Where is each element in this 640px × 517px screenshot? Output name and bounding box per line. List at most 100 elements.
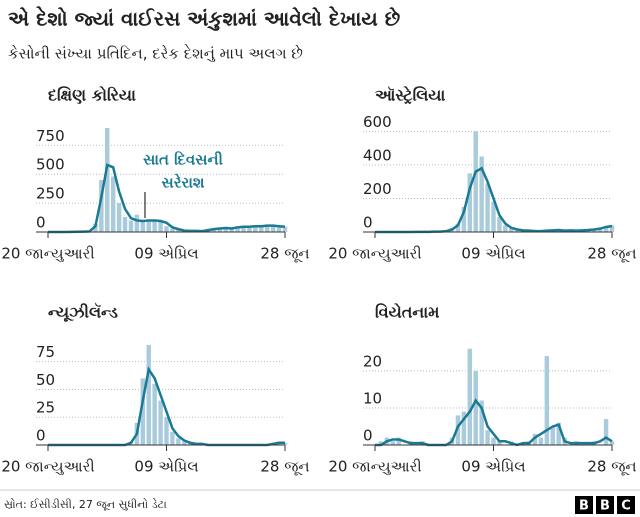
bar — [509, 228, 514, 232]
x-tick-label: 28 જૂન — [260, 245, 309, 263]
bar — [170, 228, 175, 232]
y-tick-label: 750 — [36, 127, 65, 145]
x-tick-label: 28 જૂન — [260, 458, 309, 476]
bar — [176, 438, 181, 445]
bar — [473, 370, 478, 445]
x-tick-label: 09 એપ્રિલ — [461, 245, 525, 263]
y-tick-label: 0 — [363, 214, 373, 232]
bar — [609, 225, 615, 232]
y-tick-label: 600 — [363, 113, 392, 131]
y-tick-label: 0 — [36, 214, 46, 232]
bar — [282, 226, 288, 232]
bar — [485, 430, 490, 445]
bar — [491, 201, 496, 232]
annotation: સાત દિવસની — [143, 151, 223, 169]
y-tick-label: 75 — [36, 343, 55, 361]
bar — [461, 411, 467, 445]
panel-title: ઑસ્ટ્રેલિયા — [375, 84, 445, 105]
bar — [176, 229, 181, 232]
bar — [152, 383, 157, 445]
bar — [609, 441, 615, 445]
bar — [503, 225, 508, 232]
average-line — [48, 163, 286, 234]
y-tick-label: 20 — [363, 352, 382, 370]
bar — [603, 226, 609, 232]
x-tick-label: 20 જાન્યુઆરી — [1, 245, 94, 263]
bar — [479, 156, 484, 232]
bar — [467, 173, 473, 232]
bar — [455, 415, 461, 445]
bar — [122, 216, 128, 232]
panel-title: વિયેતનામ — [375, 301, 439, 321]
bar — [146, 345, 151, 445]
y-tick-label: 50 — [36, 371, 55, 389]
x-tick-label: 09 એપ્રિલ — [134, 458, 198, 476]
bar — [116, 203, 122, 232]
bar — [491, 437, 496, 445]
x-tick-label: 20 જાન્યુઆરી — [1, 458, 94, 476]
bar — [473, 131, 478, 232]
y-tick-label: 400 — [363, 146, 392, 164]
bar — [265, 225, 270, 232]
logo-letter: B — [600, 499, 610, 514]
y-tick-label: 250 — [36, 185, 65, 203]
bar — [270, 226, 276, 232]
bar — [396, 437, 401, 445]
bar — [170, 431, 175, 445]
x-tick-label: 20 જાન્યુઆરી — [328, 245, 421, 263]
bar — [93, 223, 98, 232]
y-tick-label: 500 — [36, 156, 65, 174]
bar — [550, 426, 555, 445]
logo-box — [575, 496, 593, 514]
bar — [223, 228, 228, 232]
logo-letter: B — [579, 499, 589, 514]
x-tick-label: 28 જૂન — [587, 245, 636, 263]
bar — [485, 183, 490, 232]
subtitle: કેસોની સંખ્યા પ્રતિદિન, દરેક દેશનું માપ … — [8, 44, 303, 63]
bar — [479, 400, 484, 445]
bar — [378, 441, 384, 445]
bar — [134, 214, 140, 232]
bar — [497, 441, 502, 445]
bar — [461, 206, 467, 232]
bar — [276, 227, 282, 232]
y-tick-label: 0 — [363, 427, 373, 445]
x-tick-label: 09 એપ્રિલ — [134, 245, 198, 263]
bar — [182, 441, 187, 445]
title: એ દેશો જ્યાં વાઈરસ અંકુશમાં આવેલો દેખાય … — [8, 5, 401, 30]
bar — [497, 216, 502, 232]
y-tick-label: 200 — [363, 180, 392, 198]
bar — [556, 422, 561, 445]
logo-letter: C — [621, 499, 631, 514]
x-tick-label: 20 જાન્યુઆરી — [328, 458, 421, 476]
logo-box — [617, 496, 635, 514]
x-tick-label: 28 જૂન — [587, 458, 636, 476]
average-line — [375, 398, 613, 447]
bar — [253, 226, 258, 232]
bar — [140, 221, 146, 232]
source: સ્રોત: ઈસીડીસી, 27 જૂન સુધીનો ડેટા — [4, 498, 167, 511]
bar — [99, 180, 104, 232]
panel-title: દક્ષિણ કોરિયા — [48, 85, 136, 105]
y-tick-label: 0 — [36, 427, 46, 445]
x-tick-label: 09 એપ્રિલ — [461, 458, 525, 476]
bar — [140, 378, 146, 445]
bar — [514, 229, 520, 232]
bar — [105, 128, 110, 232]
bar — [158, 221, 163, 232]
bar — [390, 441, 395, 445]
logo-box — [596, 496, 614, 514]
bar — [235, 227, 240, 232]
bar — [211, 229, 217, 232]
panel-title: ન્યૂઝીલૅન્ડ — [48, 302, 118, 323]
bar — [152, 220, 157, 232]
bar — [544, 356, 550, 445]
bar — [164, 417, 169, 445]
bar — [241, 226, 246, 232]
bar — [455, 223, 461, 232]
bar — [164, 226, 169, 232]
bar — [259, 226, 264, 232]
y-tick-label: 10 — [363, 389, 382, 407]
bar — [110, 176, 116, 232]
